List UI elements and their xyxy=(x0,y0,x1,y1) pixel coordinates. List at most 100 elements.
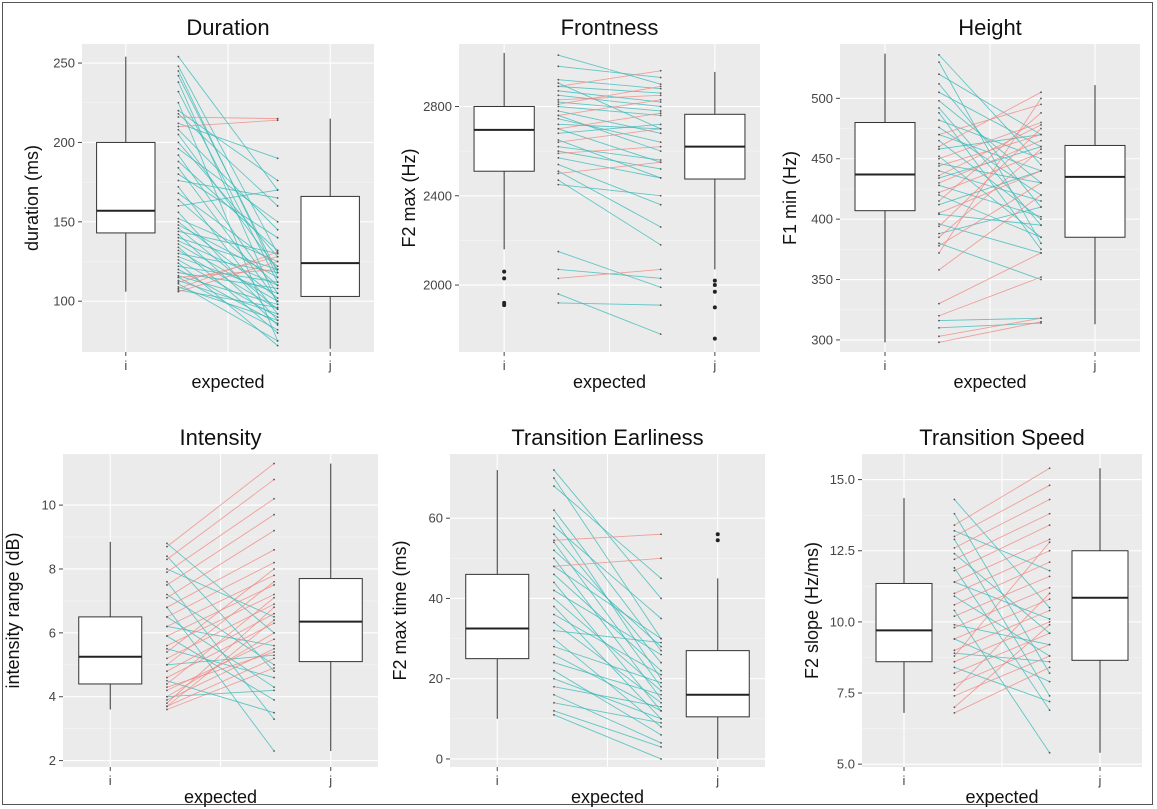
panel-4: 2 4 6 8 10 i j expected intensity range (dB) Inte… xyxy=(3,425,378,807)
slope-line-red xyxy=(166,562,275,618)
slope-point xyxy=(177,154,180,157)
panel-3: 300 350 400 450 500 i j expected F1 min (Hz) Heig… xyxy=(780,15,1140,392)
slope-line-cyan xyxy=(954,624,1050,646)
slope-point xyxy=(1040,206,1042,208)
slope-point xyxy=(953,672,956,674)
slope-point xyxy=(553,517,555,520)
x-tick-label: i xyxy=(503,358,506,373)
slope-line-red xyxy=(166,619,275,707)
slope-point xyxy=(659,110,662,112)
slope-line-cyan xyxy=(558,101,661,112)
slope-line-cyan xyxy=(178,180,278,199)
slope-point xyxy=(557,183,560,186)
slope-line-cyan xyxy=(178,224,278,278)
slope-line-red xyxy=(178,251,278,289)
slope-point xyxy=(177,109,180,112)
slope-line-cyan xyxy=(178,256,278,294)
slope-point xyxy=(553,613,555,616)
box-j xyxy=(1064,144,1126,238)
slope-line-red xyxy=(938,276,1042,317)
slope-line-red xyxy=(954,644,1050,685)
slope-point xyxy=(938,155,940,158)
slope-point xyxy=(177,262,180,264)
slope-point xyxy=(953,660,956,663)
slope-point xyxy=(953,595,956,598)
slope-line-cyan xyxy=(558,184,661,197)
slope-point xyxy=(273,619,275,621)
slope-line-cyan xyxy=(178,289,278,308)
slope-point xyxy=(660,693,662,696)
slope-point xyxy=(177,230,180,233)
slope-point xyxy=(553,709,555,712)
slope-point xyxy=(177,239,180,242)
slope-line-cyan xyxy=(553,630,662,644)
slope-point xyxy=(1040,151,1042,154)
slope-point xyxy=(953,615,956,618)
slope-line-cyan xyxy=(178,265,278,283)
panel-title: Transition Speed xyxy=(919,425,1085,450)
slope-point xyxy=(177,55,180,58)
slope-line-red xyxy=(178,116,278,120)
slope-point xyxy=(177,141,180,144)
slope-point xyxy=(1048,606,1051,609)
slope-line-red xyxy=(938,252,1042,305)
box-j xyxy=(300,195,360,297)
slope-point xyxy=(166,705,168,708)
y-tick-label: 10.0 xyxy=(830,614,855,629)
slope-point xyxy=(276,251,279,253)
slope-point xyxy=(938,191,940,194)
y-tick-label: 20 xyxy=(429,671,443,686)
slope-line-red xyxy=(954,561,1050,606)
slope-line-red xyxy=(166,498,275,573)
y-tick-label: 8 xyxy=(49,561,56,576)
slope-point xyxy=(659,168,662,170)
slope-line-cyan xyxy=(558,114,661,152)
slope-line-cyan xyxy=(178,237,278,270)
slope-point xyxy=(557,114,560,117)
slope-point xyxy=(166,596,168,599)
y-tick-label: 450 xyxy=(811,151,833,166)
slope-line-red xyxy=(954,632,1050,674)
slope-point xyxy=(553,469,555,471)
slope-point xyxy=(1040,182,1042,184)
slope-point xyxy=(276,300,279,303)
slope-point xyxy=(1048,609,1051,612)
slope-point xyxy=(659,203,662,206)
slope-point xyxy=(557,170,560,173)
box-j xyxy=(685,650,750,718)
slope-line-cyan xyxy=(178,129,278,231)
slope-line-red xyxy=(938,128,1042,227)
panel-1: 100 150 200 250 i j expected duration (ms) Durat… xyxy=(22,15,374,392)
slope-point xyxy=(553,621,555,624)
slope-point xyxy=(659,98,662,101)
slope-point xyxy=(1048,538,1051,541)
slope-point xyxy=(177,268,180,271)
slope-point xyxy=(660,697,662,700)
slope-point xyxy=(273,670,275,673)
slope-point xyxy=(557,163,560,166)
slope-point xyxy=(273,647,275,650)
slope-line-cyan xyxy=(177,102,279,342)
box-i xyxy=(78,616,143,685)
slope-point xyxy=(273,718,275,720)
slope-point xyxy=(553,701,555,704)
slope-point xyxy=(1040,163,1042,166)
slope-line-red xyxy=(166,549,275,608)
slope-point xyxy=(938,225,940,228)
slope-point xyxy=(273,612,275,615)
slope-point xyxy=(557,301,560,304)
slope-point xyxy=(953,694,956,697)
slope-point xyxy=(938,157,940,160)
slope-line-cyan xyxy=(178,243,278,302)
slope-point xyxy=(553,629,555,632)
slope-line-cyan xyxy=(558,123,661,130)
slope-line-red xyxy=(178,256,278,283)
slope-line-cyan xyxy=(177,134,279,270)
slope-line-cyan xyxy=(558,85,661,94)
slope-point xyxy=(938,174,940,177)
slope-point xyxy=(276,319,279,322)
slope-point xyxy=(177,128,180,131)
slope-point xyxy=(1048,751,1051,754)
slope-line-red xyxy=(166,606,275,704)
x-tick-label: j xyxy=(328,773,332,788)
